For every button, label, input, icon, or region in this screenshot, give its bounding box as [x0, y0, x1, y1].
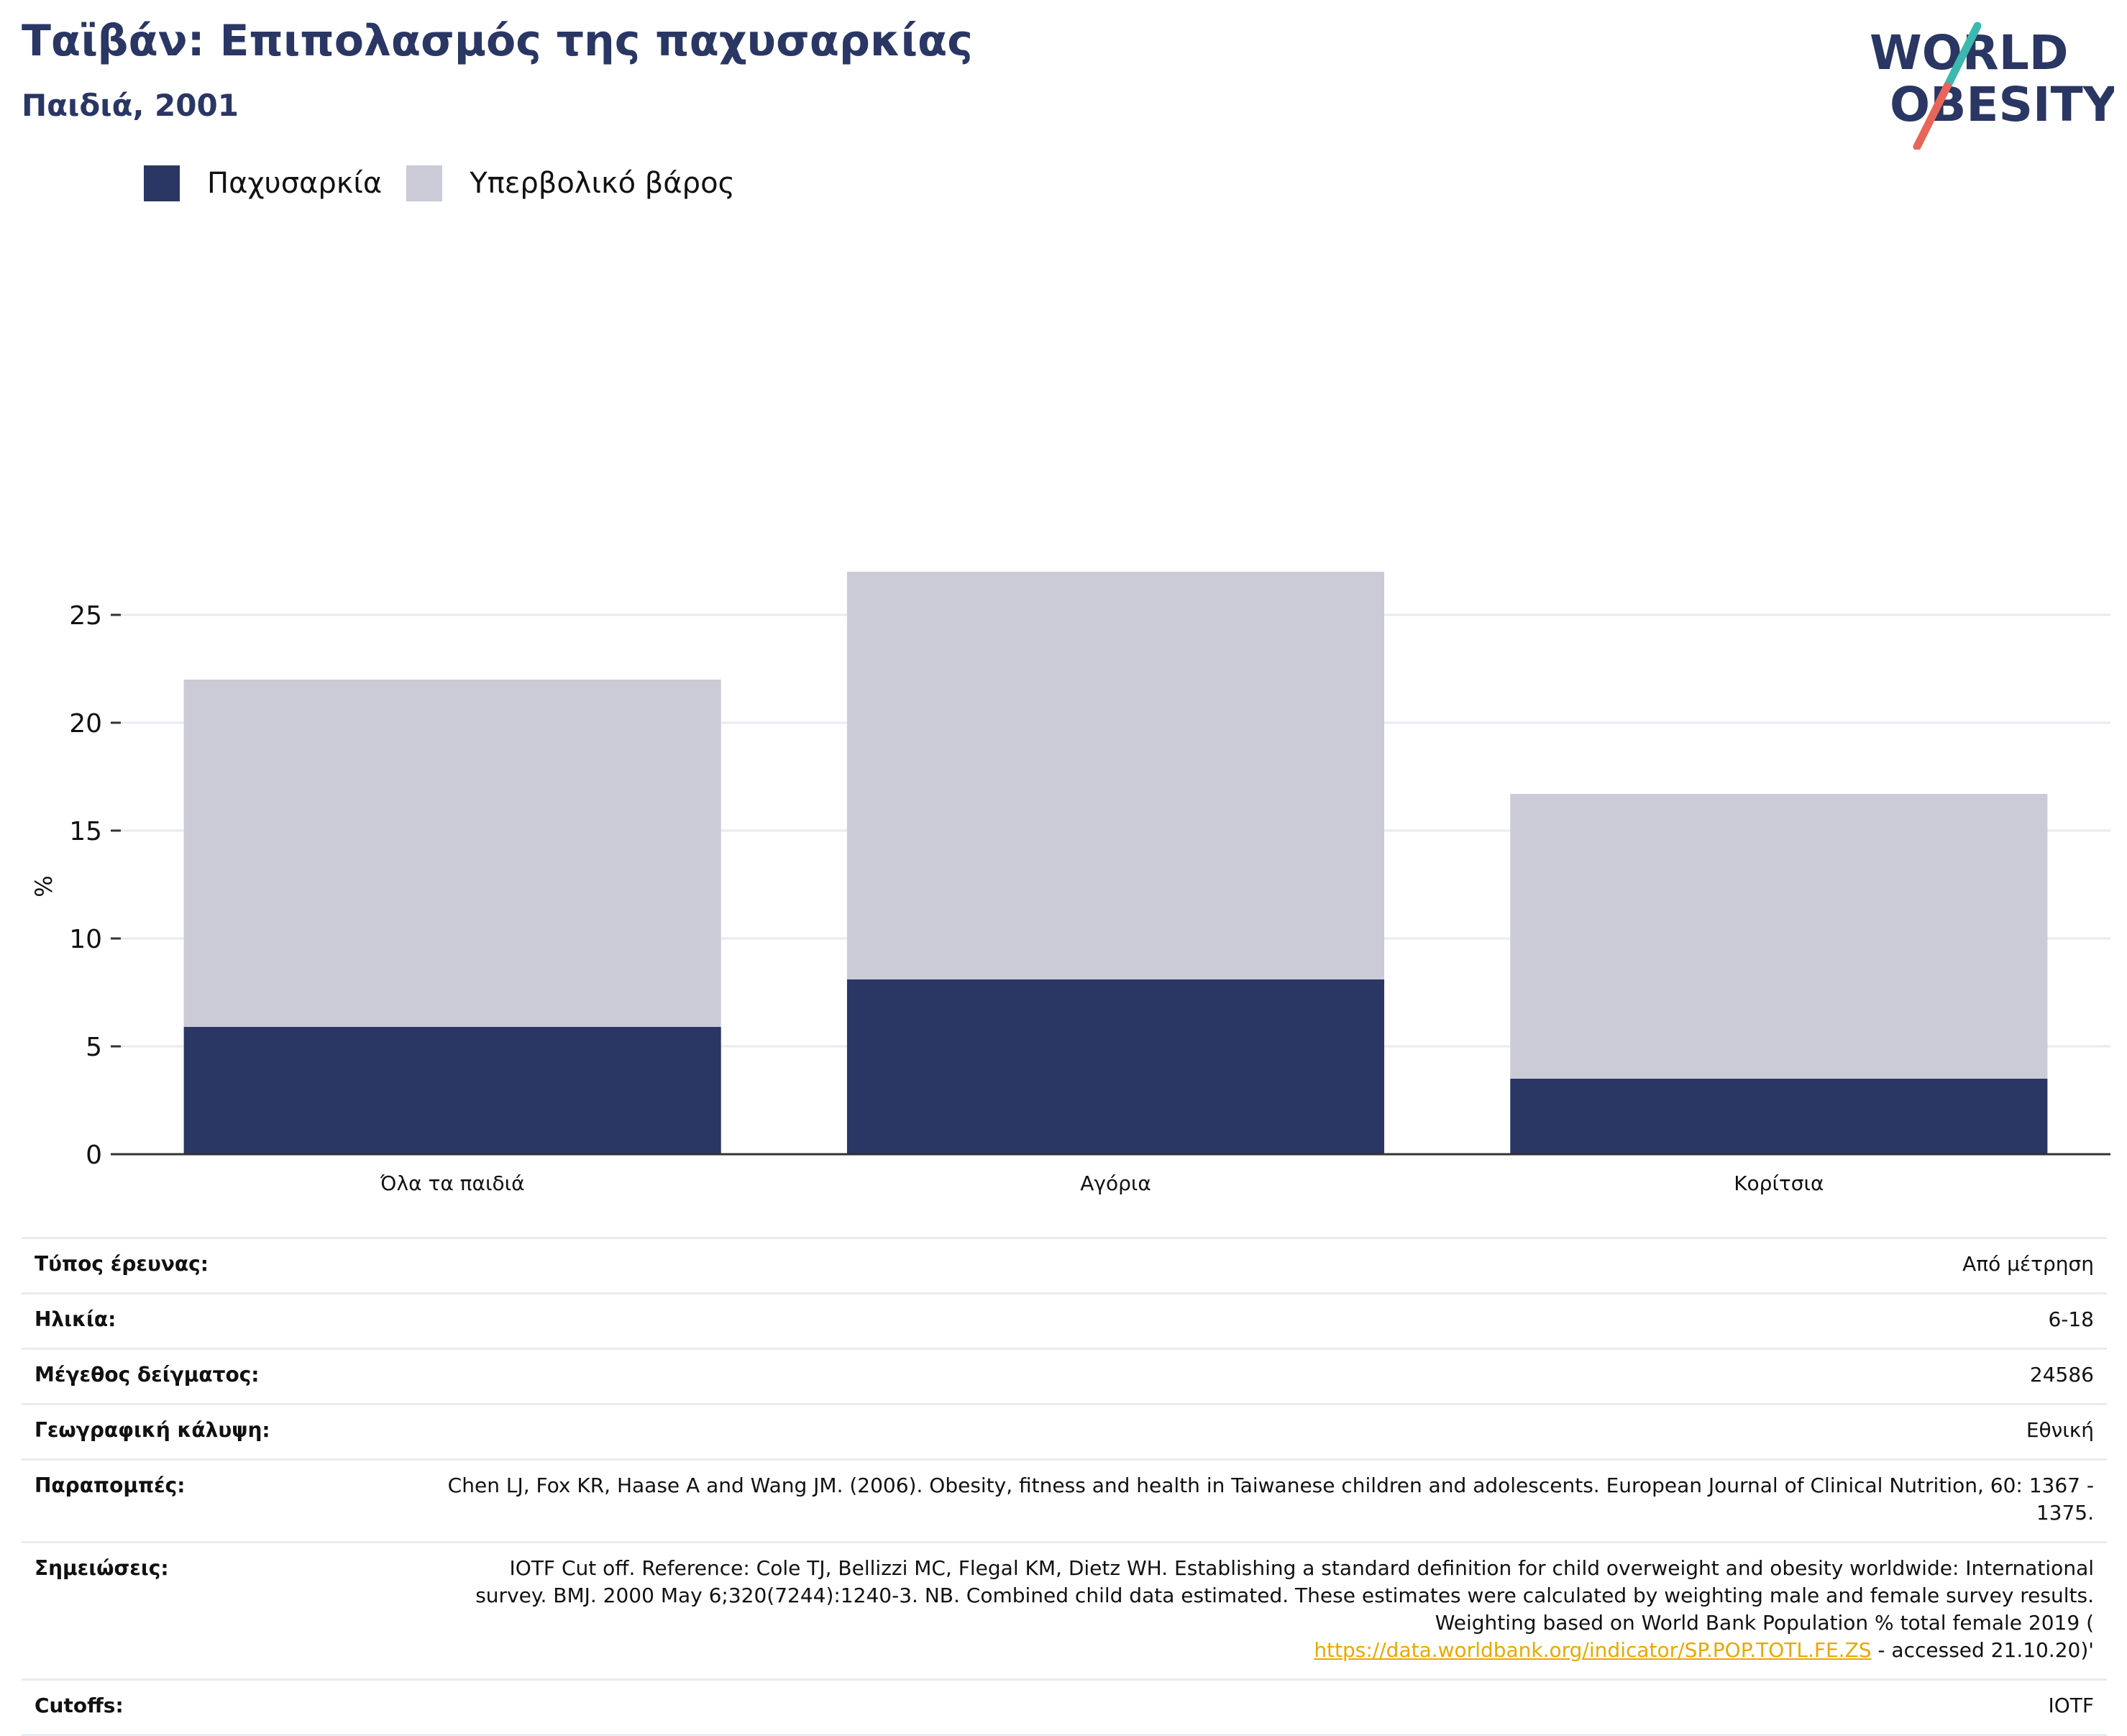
y-tick-label: 0 — [86, 1141, 102, 1170]
logo-slash-teal — [1943, 22, 1982, 91]
logo-text-obesity: OBESITY — [1890, 77, 2114, 132]
info-value: IOTF Cut off. Reference: Cole TJ, Belliz… — [421, 1543, 2107, 1680]
info-value-text: IOTF — [2048, 1694, 2094, 1717]
y-tick-label: 25 — [69, 601, 102, 631]
info-value: 6-18 — [421, 1294, 2107, 1349]
info-value: Chen LJ, Fox KR, Haase A and Wang JM. (2… — [421, 1460, 2107, 1543]
y-tick-label: 5 — [86, 1033, 102, 1062]
info-row: Σημειώσεις: IOTF Cut off. Reference: Cole… — [22, 1542, 2107, 1680]
info-value: Εθνική — [421, 1404, 2107, 1460]
bars — [183, 572, 2048, 1154]
legend-item-obesity[interactable]: Παχυσαρκία — [144, 165, 382, 201]
info-value-text: Από μέτρηση — [1962, 1252, 2094, 1276]
info-value: 24586 — [421, 1349, 2107, 1404]
legend-label-obesity: Παχυσαρκία — [207, 167, 383, 200]
info-row: Παραπομπές: Chen LJ, Fox KR, Haase A and … — [22, 1459, 2107, 1543]
bar-obesity-1[interactable] — [846, 979, 1385, 1154]
bar-overweight-0[interactable] — [183, 680, 721, 1027]
x-tick-label: Όλα τα παιδιά — [380, 1171, 525, 1195]
survey-info-table: Τύπος έρευνας: Από μέτρηση Ηλικία: 6-18 Μέγε… — [22, 1237, 2107, 1736]
logo-slash-coral — [1913, 82, 1952, 150]
info-key: Γεωγραφική κάλυψη: — [35, 1418, 270, 1442]
chart-subtitle: Παιδιά, 2001 — [22, 88, 239, 123]
info-value: IOTF — [421, 1680, 2107, 1735]
info-row: Τύπος έρευνας: Από μέτρηση — [22, 1238, 2107, 1294]
info-value-text: 24586 — [2029, 1363, 2094, 1386]
bar-obesity-2[interactable] — [1510, 1079, 2048, 1154]
legend-swatch-overweight — [406, 165, 443, 201]
info-value-text: Εθνική — [2026, 1418, 2094, 1442]
info-row: Γεωγραφική κάλυψη: Εθνική — [22, 1404, 2107, 1460]
info-key: Cutoffs: — [35, 1694, 124, 1717]
info-value-suffix: - accessed 21.10.20)' — [1871, 1638, 2094, 1662]
info-row: Ηλικία: 6-18 — [22, 1293, 2107, 1349]
x-tick-label: Αγόρια — [1080, 1171, 1151, 1195]
info-value-text: IOTF Cut off. Reference: Cole TJ, Belliz… — [475, 1556, 2094, 1635]
bar-overweight-2[interactable] — [1510, 794, 2048, 1079]
legend-swatch-obesity — [144, 165, 180, 201]
info-value-text: 6-18 — [2048, 1307, 2094, 1331]
chart-legend: Παχυσαρκία Υπερβολικό βάρος — [144, 165, 759, 201]
logo-text-world: WORLD — [1870, 25, 2069, 81]
info-value-text: Chen LJ, Fox KR, Haase A and Wang JM. (2… — [447, 1474, 2094, 1525]
info-value: Από μέτρηση — [421, 1238, 2107, 1294]
y-tick-label: 20 — [69, 709, 102, 739]
bar-obesity-0[interactable] — [183, 1027, 721, 1154]
info-key: Μέγεθος δείγματος: — [35, 1363, 260, 1386]
x-tick-label: Κορίτσια — [1734, 1171, 1824, 1195]
y-axis-label: % — [30, 875, 58, 897]
info-key: Τύπος έρευνας: — [35, 1252, 209, 1276]
legend-item-overweight[interactable]: Υπερβολικό βάρος — [406, 165, 735, 201]
chart-title: Ταϊβάν: Επιπολασμός της παχυσαρκίας — [22, 16, 973, 66]
world-obesity-logo: WORLD OBESITY — [1870, 22, 2114, 150]
worldbank-link[interactable]: https://data.worldbank.org/indicator/SP.… — [1314, 1638, 1872, 1662]
bar-overweight-1[interactable] — [846, 572, 1385, 979]
y-tick-label: 10 — [69, 925, 102, 954]
y-tick-labels: 0 5 10 15 20 25 — [69, 601, 121, 1170]
info-key: Ηλικία: — [35, 1307, 116, 1331]
x-tick-labels: Όλα τα παιδιά Αγόρια Κορίτσια — [380, 1171, 1824, 1195]
info-row: Cutoffs: IOTF — [22, 1679, 2107, 1735]
info-key: Σημειώσεις: — [35, 1556, 169, 1580]
legend-label-overweight: Υπερβολικό βάρος — [470, 167, 736, 200]
info-row: Μέγεθος δείγματος: 24586 — [22, 1348, 2107, 1404]
info-key: Παραπομπές: — [35, 1474, 186, 1497]
y-tick-label: 15 — [69, 817, 102, 846]
stacked-bar-chart: 0 5 10 15 20 25 Όλα τα παιδιά Αγόρια Κορίτσια % — [30, 572, 2110, 1195]
